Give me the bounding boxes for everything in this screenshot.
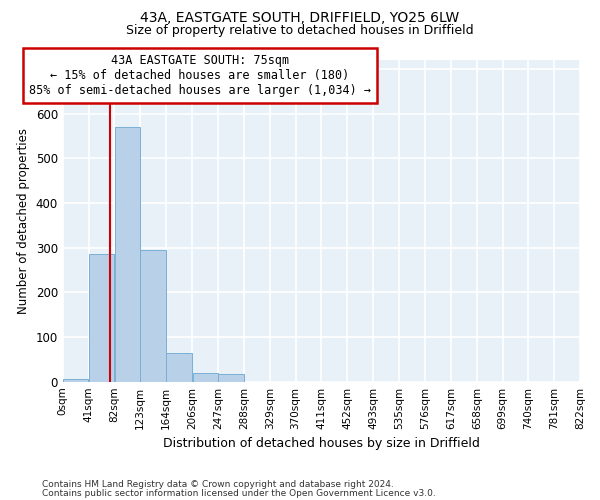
Text: Contains public sector information licensed under the Open Government Licence v3: Contains public sector information licen…	[42, 489, 436, 498]
Bar	[115, 127, 140, 382]
Text: 43A EASTGATE SOUTH: 75sqm
← 15% of detached houses are smaller (180)
85% of semi: 43A EASTGATE SOUTH: 75sqm ← 15% of detac…	[29, 54, 371, 97]
Bar	[140, 250, 166, 382]
Text: Size of property relative to detached houses in Driffield: Size of property relative to detached ho…	[126, 24, 474, 37]
Y-axis label: Number of detached properties: Number of detached properties	[17, 128, 30, 314]
Bar	[218, 374, 244, 382]
X-axis label: Distribution of detached houses by size in Driffield: Distribution of detached houses by size …	[163, 437, 480, 450]
Text: Contains HM Land Registry data © Crown copyright and database right 2024.: Contains HM Land Registry data © Crown c…	[42, 480, 394, 489]
Bar	[166, 352, 191, 382]
Bar	[193, 373, 218, 382]
Bar	[89, 254, 114, 382]
Text: 43A, EASTGATE SOUTH, DRIFFIELD, YO25 6LW: 43A, EASTGATE SOUTH, DRIFFIELD, YO25 6LW	[140, 11, 460, 25]
Bar	[63, 380, 88, 382]
